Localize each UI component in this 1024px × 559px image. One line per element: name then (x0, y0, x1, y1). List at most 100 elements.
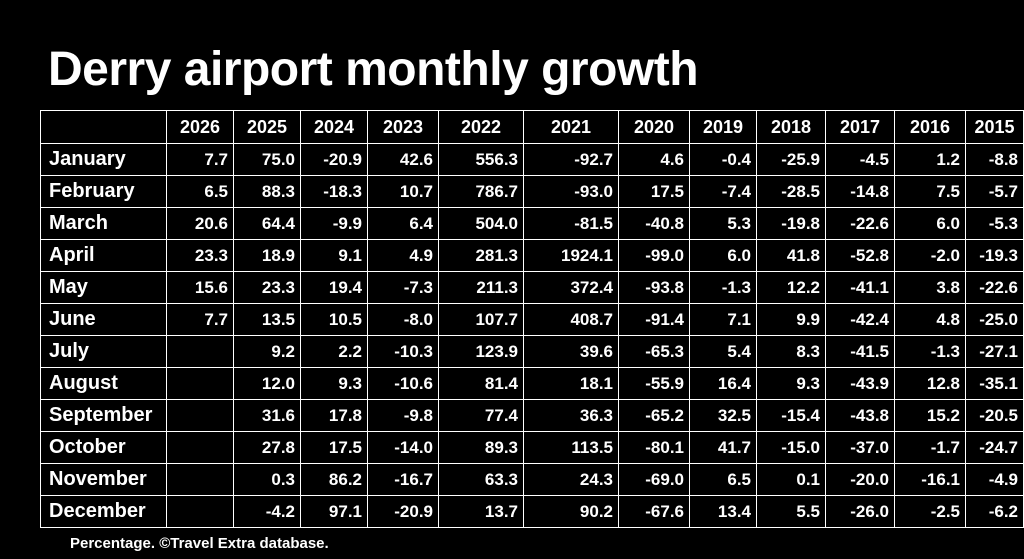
value-cell: -2.0 (894, 239, 966, 272)
value-cell: 9.9 (756, 303, 826, 336)
value-cell: 89.3 (438, 431, 524, 464)
table-body: January 7.7 75.0 -20.9 42.6 556.3 -92.7 4.6 -0.4… (40, 143, 1024, 528)
value-cell: 123.9 (438, 335, 524, 368)
value-cell: -35.1 (965, 367, 1024, 400)
value-cell: -41.5 (825, 335, 895, 368)
value-cell: 7.7 (166, 303, 234, 336)
value-cell: -6.2 (965, 495, 1024, 528)
value-cell: 3.8 (894, 271, 966, 304)
value-cell: -65.3 (618, 335, 690, 368)
table-row-august: August 12.0 9.3 -10.6 81.4 18.1 -55.9 16.4 9.3 -4… (40, 367, 1024, 400)
value-cell: 13.5 (233, 303, 301, 336)
value-cell: 281.3 (438, 239, 524, 272)
value-cell: 23.3 (166, 239, 234, 272)
value-cell: -20.0 (825, 463, 895, 496)
row-label: September (40, 399, 167, 432)
value-cell: -4.5 (825, 143, 895, 176)
value-cell: 9.3 (300, 367, 368, 400)
value-cell: 77.4 (438, 399, 524, 432)
value-cell: 8.3 (756, 335, 826, 368)
table-row-april: April 23.3 18.9 9.1 4.9 281.3 1924.1 -99.0 6.0 41… (40, 239, 1024, 272)
table-row-may: May 15.6 23.3 19.4 -7.3 211.3 372.4 -93.8 -1.3 12… (40, 271, 1024, 304)
value-cell: 9.2 (233, 335, 301, 368)
row-label: August (40, 367, 167, 400)
value-cell: -43.9 (825, 367, 895, 400)
value-cell: 556.3 (438, 143, 524, 176)
value-cell: 6.5 (166, 175, 234, 208)
value-cell: 13.7 (438, 495, 524, 528)
row-label: May (40, 271, 167, 304)
table-row-july: July 9.2 2.2 -10.3 123.9 39.6 -65.3 5.4 8.3 -41.5… (40, 335, 1024, 368)
value-cell: -20.9 (367, 495, 439, 528)
value-cell: 17.5 (618, 175, 690, 208)
value-cell: -1.3 (894, 335, 966, 368)
value-cell: 211.3 (438, 271, 524, 304)
value-cell: 41.8 (756, 239, 826, 272)
value-cell: 18.9 (233, 239, 301, 272)
value-cell: -18.3 (300, 175, 368, 208)
value-cell: 24.3 (523, 463, 619, 496)
row-label: October (40, 431, 167, 464)
value-cell: -92.7 (523, 143, 619, 176)
value-cell: 41.7 (689, 431, 757, 464)
column-header-2015: 2015 (965, 110, 1024, 144)
row-label: April (40, 239, 167, 272)
value-cell: -14.8 (825, 175, 895, 208)
column-header-2016: 2016 (894, 110, 966, 144)
value-cell: 75.0 (233, 143, 301, 176)
value-cell: -16.1 (894, 463, 966, 496)
value-cell: 1.2 (894, 143, 966, 176)
value-cell: 408.7 (523, 303, 619, 336)
value-cell (166, 399, 234, 432)
value-cell: 113.5 (523, 431, 619, 464)
value-cell: -20.5 (965, 399, 1024, 432)
value-cell: -0.4 (689, 143, 757, 176)
value-cell: 12.8 (894, 367, 966, 400)
row-label: January (40, 143, 167, 176)
value-cell: 9.1 (300, 239, 368, 272)
value-cell: 15.6 (166, 271, 234, 304)
value-cell: -55.9 (618, 367, 690, 400)
value-cell (166, 463, 234, 496)
value-cell: -5.7 (965, 175, 1024, 208)
value-cell: 23.3 (233, 271, 301, 304)
column-header-2026: 2026 (166, 110, 234, 144)
value-cell: 0.3 (233, 463, 301, 496)
source-note: Percentage. ©Travel Extra database. (70, 535, 329, 552)
value-cell: 81.4 (438, 367, 524, 400)
value-cell: -7.3 (367, 271, 439, 304)
value-cell: 19.4 (300, 271, 368, 304)
value-cell: -67.6 (618, 495, 690, 528)
row-label: June (40, 303, 167, 336)
row-label: July (40, 335, 167, 368)
value-cell: -25.9 (756, 143, 826, 176)
value-cell: 88.3 (233, 175, 301, 208)
value-cell: 31.6 (233, 399, 301, 432)
value-cell: -10.6 (367, 367, 439, 400)
value-cell: 9.3 (756, 367, 826, 400)
value-cell: -15.0 (756, 431, 826, 464)
value-cell: -24.7 (965, 431, 1024, 464)
table-row-january: January 7.7 75.0 -20.9 42.6 556.3 -92.7 4.6 -0.4… (40, 143, 1024, 176)
column-header-2024: 2024 (300, 110, 368, 144)
value-cell: 5.3 (689, 207, 757, 240)
row-label: March (40, 207, 167, 240)
value-cell: 4.8 (894, 303, 966, 336)
value-cell: 17.5 (300, 431, 368, 464)
table-row-october: October 27.8 17.5 -14.0 89.3 113.5 -80.1 41.7 -1… (40, 431, 1024, 464)
value-cell: -1.3 (689, 271, 757, 304)
value-cell: 10.7 (367, 175, 439, 208)
row-label: December (40, 495, 167, 528)
value-cell: -16.7 (367, 463, 439, 496)
value-cell: -42.4 (825, 303, 895, 336)
value-cell: -4.9 (965, 463, 1024, 496)
value-cell: -10.3 (367, 335, 439, 368)
value-cell: -80.1 (618, 431, 690, 464)
value-cell: -2.5 (894, 495, 966, 528)
header-row: 2026 2025 2024 2023 2022 2021 2020 2019 2018 2017… (40, 110, 1024, 144)
column-header-2025: 2025 (233, 110, 301, 144)
value-cell: 0.1 (756, 463, 826, 496)
table-row-december: December -4.2 97.1 -20.9 13.7 90.2 -67.6 13.4 5.… (40, 495, 1024, 528)
row-label: November (40, 463, 167, 496)
value-cell: -99.0 (618, 239, 690, 272)
